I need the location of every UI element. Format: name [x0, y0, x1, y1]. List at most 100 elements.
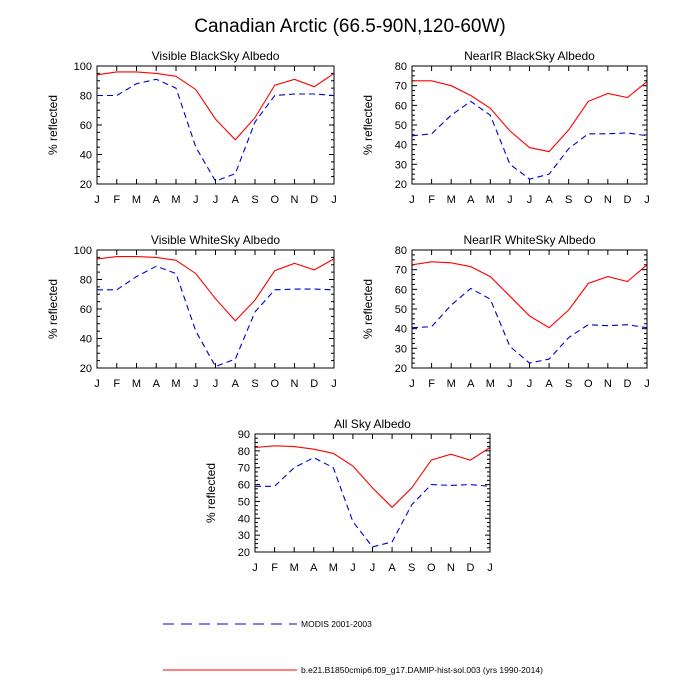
- series-line-model: [411, 261, 648, 329]
- legend: MODIS 2001-2003 b.e21.B1850cmip6.f09_g17…: [163, 619, 543, 675]
- x-tick-label: J: [644, 194, 650, 206]
- y-tick-label: 20: [80, 179, 92, 191]
- x-tick-label: J: [409, 194, 415, 206]
- x-tick-label: S: [251, 194, 258, 206]
- panel-title: NearIR BlackSky Albedo: [464, 49, 595, 63]
- y-tick-label: 100: [74, 245, 92, 257]
- y-axis-label: % reflected: [46, 95, 60, 155]
- y-tick-label: 80: [395, 245, 407, 257]
- x-tick-label: M: [132, 378, 141, 390]
- x-tick-label: J: [193, 378, 199, 390]
- x-tick-label: J: [252, 562, 258, 574]
- panel-3: Visible WhiteSky Albedo % reflected 20 40 60…: [46, 233, 337, 390]
- x-tick-label: A: [153, 194, 161, 206]
- x-tick-label: F: [428, 378, 435, 390]
- panel-2: NearIR BlackSky Albedo % reflected 20 30 40 5…: [361, 49, 650, 206]
- series-line-modis: [255, 456, 491, 548]
- y-tick-label: 70: [238, 463, 250, 475]
- x-tick-label: F: [113, 194, 120, 206]
- x-tick-label: M: [447, 378, 456, 390]
- x-tick-label: J: [213, 194, 219, 206]
- y-tick-label: 40: [80, 150, 92, 162]
- y-tick-label: 90: [238, 429, 250, 441]
- x-tick-label: A: [232, 378, 240, 390]
- y-tick-label: 40: [395, 140, 407, 152]
- y-tick-label: 70: [395, 81, 407, 93]
- x-tick-label: D: [623, 194, 631, 206]
- x-tick-label: S: [565, 194, 572, 206]
- y-tick-label: 40: [238, 513, 250, 525]
- y-tick-label: 100: [74, 61, 92, 73]
- y-tick-label: 80: [80, 275, 92, 287]
- x-tick-label: O: [427, 562, 436, 574]
- x-tick-label: D: [310, 194, 318, 206]
- x-tick-label: S: [565, 378, 572, 390]
- x-tick-label: D: [466, 562, 474, 574]
- x-tick-label: O: [584, 378, 593, 390]
- plot-frame: [411, 65, 648, 185]
- x-tick-label: A: [310, 562, 318, 574]
- panel-5: All Sky Albedo % reflected 20 30 40 50 60 70 80 9…: [204, 417, 493, 574]
- x-tick-label: J: [94, 194, 100, 206]
- x-tick-label: M: [486, 194, 495, 206]
- x-tick-label: A: [467, 194, 475, 206]
- panel-4: NearIR WhiteSky Albedo % reflected 20 30 40 5…: [361, 233, 650, 390]
- series-line-model: [96, 256, 335, 322]
- x-tick-label: J: [487, 562, 493, 574]
- y-axis-label: % reflected: [361, 95, 375, 155]
- x-tick-label: O: [270, 378, 279, 390]
- plot-frame: [254, 433, 491, 553]
- panel-title: Visible BlackSky Albedo: [152, 49, 280, 63]
- y-tick-label: 60: [395, 100, 407, 112]
- y-tick-label: 60: [80, 120, 92, 132]
- y-tick-label: 80: [238, 446, 250, 458]
- y-tick-label: 20: [238, 547, 250, 559]
- y-tick-label: 30: [395, 159, 407, 171]
- y-axis-label: % reflected: [204, 463, 218, 523]
- x-tick-label: O: [270, 194, 279, 206]
- x-tick-label: N: [604, 378, 612, 390]
- x-tick-label: M: [290, 562, 299, 574]
- x-tick-label: A: [467, 378, 475, 390]
- plot-frame: [96, 65, 335, 185]
- y-axis-label: % reflected: [46, 279, 60, 339]
- plot-frame: [96, 249, 335, 369]
- x-tick-label: N: [291, 378, 299, 390]
- y-tick-label: 70: [395, 265, 407, 277]
- series-line-model: [254, 445, 491, 509]
- x-tick-label: M: [171, 194, 180, 206]
- x-tick-label: J: [507, 378, 513, 390]
- x-tick-label: J: [409, 378, 415, 390]
- y-tick-label: 60: [395, 284, 407, 296]
- legend-label-model: b.e21.B1850cmip6.f09_g17.DAMIP-hist-sol.…: [301, 665, 543, 675]
- series-line-modis: [97, 265, 335, 368]
- series-line-model: [412, 80, 648, 153]
- x-tick-label: D: [310, 378, 318, 390]
- y-tick-label: 60: [238, 480, 250, 492]
- panels: Visible BlackSky Albedo % reflected 20 40 60…: [46, 49, 650, 574]
- x-tick-label: M: [329, 562, 338, 574]
- x-tick-label: D: [623, 378, 631, 390]
- plot-frame: [411, 249, 648, 369]
- panel-title: NearIR WhiteSky Albedo: [463, 233, 595, 247]
- x-tick-label: O: [584, 194, 593, 206]
- x-tick-label: J: [527, 194, 533, 206]
- x-tick-label: M: [447, 194, 456, 206]
- y-tick-label: 30: [238, 530, 250, 542]
- y-tick-label: 80: [395, 61, 407, 73]
- series-line-modis: [411, 287, 648, 364]
- y-tick-label: 50: [395, 120, 407, 132]
- y-tick-label: 40: [395, 324, 407, 336]
- x-tick-label: N: [447, 562, 455, 574]
- x-tick-label: A: [153, 378, 161, 390]
- x-tick-label: A: [545, 378, 553, 390]
- x-tick-label: A: [232, 194, 240, 206]
- y-tick-label: 80: [80, 91, 92, 103]
- series-line-modis: [97, 78, 335, 182]
- y-tick-label: 50: [238, 496, 250, 508]
- x-tick-label: M: [171, 378, 180, 390]
- panel-1: Visible BlackSky Albedo % reflected 20 40 60…: [46, 49, 337, 206]
- x-tick-label: F: [113, 378, 120, 390]
- y-tick-label: 20: [80, 363, 92, 375]
